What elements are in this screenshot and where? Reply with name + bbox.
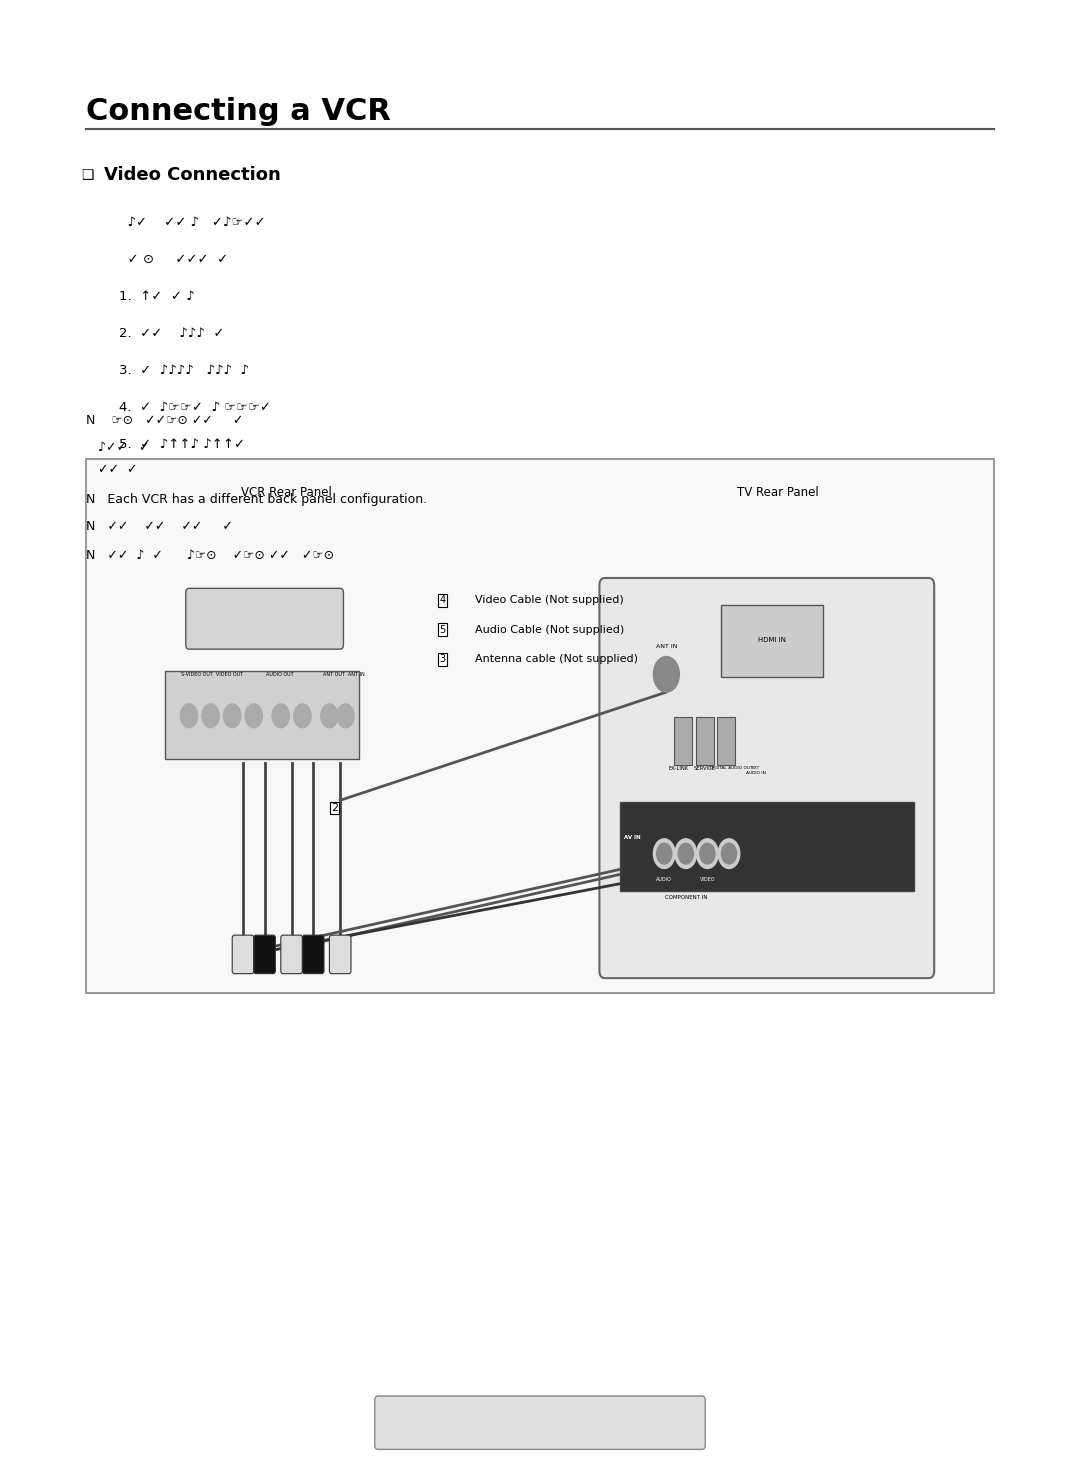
Text: ❑: ❑ <box>81 167 94 182</box>
Circle shape <box>337 704 354 728</box>
Text: Audio Cable (Not supplied): Audio Cable (Not supplied) <box>475 625 624 634</box>
Circle shape <box>700 843 715 864</box>
Text: AUDIO: AUDIO <box>657 877 672 882</box>
Text: Connecting a VCR: Connecting a VCR <box>86 96 391 126</box>
Text: EX-LINK: EX-LINK <box>669 766 688 771</box>
Text: HDMI IN: HDMI IN <box>758 637 786 643</box>
Circle shape <box>653 839 675 868</box>
Text: 3.  ✓  ♪♪♪♪   ♪♪♪  ♪: 3. ✓ ♪♪♪♪ ♪♪♪ ♪ <box>119 365 248 376</box>
Text: VIDEO: VIDEO <box>700 877 715 882</box>
Circle shape <box>245 704 262 728</box>
FancyBboxPatch shape <box>620 802 914 891</box>
Text: Video Cable (Not supplied): Video Cable (Not supplied) <box>475 596 624 605</box>
Text: 2: 2 <box>332 803 338 812</box>
Text: ✓✓  ✓: ✓✓ ✓ <box>86 464 138 476</box>
Text: Antenna cable (Not supplied): Antenna cable (Not supplied) <box>475 655 638 664</box>
Text: 2.  ✓✓    ♪♪♪  ✓: 2. ✓✓ ♪♪♪ ✓ <box>119 328 225 339</box>
FancyBboxPatch shape <box>599 578 934 978</box>
Text: 4.  ✓  ♪☞☞✓  ♪ ☞☞☞✓: 4. ✓ ♪☞☞✓ ♪ ☞☞☞✓ <box>119 402 271 413</box>
Text: 5: 5 <box>440 625 446 634</box>
Text: AV IN: AV IN <box>624 834 640 840</box>
Text: EXT
AUDIO IN: EXT AUDIO IN <box>746 766 766 775</box>
FancyBboxPatch shape <box>254 935 275 974</box>
Text: ♪✓✓   ✓: ♪✓✓ ✓ <box>86 442 150 453</box>
Text: ✓ ⊙     ✓✓✓  ✓: ✓ ⊙ ✓✓✓ ✓ <box>119 253 228 265</box>
FancyBboxPatch shape <box>717 717 735 765</box>
Circle shape <box>321 704 338 728</box>
Circle shape <box>202 704 219 728</box>
Circle shape <box>718 839 740 868</box>
Text: ANT IN: ANT IN <box>656 645 677 649</box>
Text: N   ✓✓    ✓✓    ✓✓     ✓: N ✓✓ ✓✓ ✓✓ ✓ <box>86 520 233 532</box>
Text: COMPONENT IN: COMPONENT IN <box>664 895 707 900</box>
Circle shape <box>294 704 311 728</box>
FancyBboxPatch shape <box>674 717 692 765</box>
Text: 3: 3 <box>440 655 446 664</box>
Circle shape <box>721 843 737 864</box>
Text: DIGITAL AUDIO OUT: DIGITAL AUDIO OUT <box>710 766 753 771</box>
Text: N   Each VCR has a different back panel configuration.: N Each VCR has a different back panel co… <box>86 494 428 505</box>
FancyBboxPatch shape <box>329 935 351 974</box>
Circle shape <box>697 839 718 868</box>
FancyBboxPatch shape <box>232 935 254 974</box>
Circle shape <box>657 843 672 864</box>
FancyBboxPatch shape <box>696 717 714 765</box>
FancyBboxPatch shape <box>721 605 823 677</box>
FancyBboxPatch shape <box>302 935 324 974</box>
Text: SERVICE: SERVICE <box>693 766 715 771</box>
Text: ANT OUT  ANT IN: ANT OUT ANT IN <box>323 673 365 677</box>
FancyBboxPatch shape <box>375 1396 705 1449</box>
Circle shape <box>272 704 289 728</box>
Text: 1.  ↑✓  ✓ ♪: 1. ↑✓ ✓ ♪ <box>119 290 194 302</box>
Text: N    ☞⊙   ✓✓☞⊙ ✓✓     ✓: N ☞⊙ ✓✓☞⊙ ✓✓ ✓ <box>86 415 244 427</box>
Circle shape <box>224 704 241 728</box>
Text: 4: 4 <box>440 596 446 605</box>
Text: Video Connection: Video Connection <box>104 166 281 184</box>
Circle shape <box>675 839 697 868</box>
Text: VCR Rear Panel: VCR Rear Panel <box>241 486 332 499</box>
FancyBboxPatch shape <box>86 459 994 993</box>
Text: 5.  ✓  ♪↑↑♪ ♪↑↑✓: 5. ✓ ♪↑↑♪ ♪↑↑✓ <box>119 439 245 451</box>
Text: English - 13: English - 13 <box>503 1417 577 1429</box>
Text: TV Rear Panel: TV Rear Panel <box>737 486 819 499</box>
Text: ♪✓    ✓✓ ♪   ✓♪☞✓✓: ♪✓ ✓✓ ♪ ✓♪☞✓✓ <box>119 216 266 228</box>
Text: N   ✓✓  ♪  ✓      ♪☞⊙    ✓☞⊙ ✓✓   ✓☞⊙: N ✓✓ ♪ ✓ ♪☞⊙ ✓☞⊙ ✓✓ ✓☞⊙ <box>86 550 335 562</box>
Text: S-VIDEO OUT  VIDEO OUT: S-VIDEO OUT VIDEO OUT <box>181 673 244 677</box>
Circle shape <box>180 704 198 728</box>
FancyBboxPatch shape <box>186 588 343 649</box>
FancyBboxPatch shape <box>165 671 359 759</box>
Text: AUDIO OUT: AUDIO OUT <box>266 673 294 677</box>
FancyBboxPatch shape <box>281 935 302 974</box>
Circle shape <box>678 843 693 864</box>
Circle shape <box>653 657 679 692</box>
